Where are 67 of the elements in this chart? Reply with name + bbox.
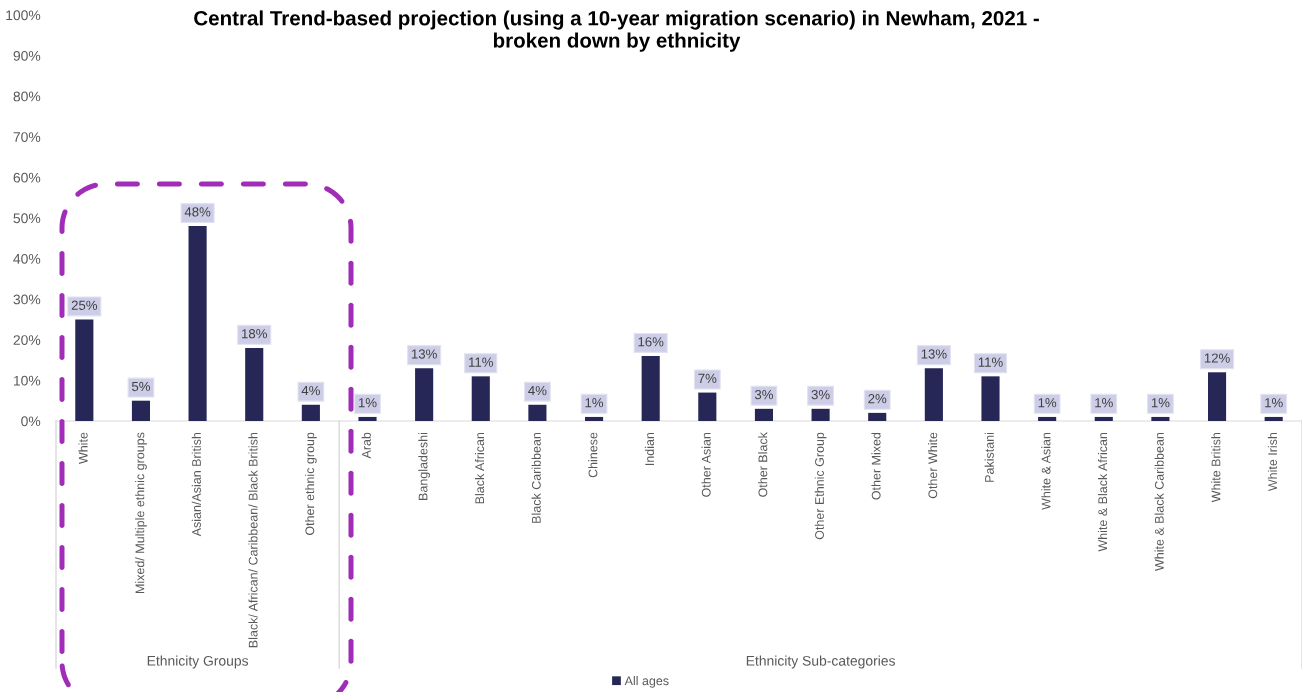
y-tick-label: 10% xyxy=(13,375,41,386)
x-tick-label: Other White xyxy=(928,432,938,499)
x-tick-label: Pakistani xyxy=(984,432,994,482)
data-label: 13% xyxy=(921,349,947,359)
y-tick-label: 30% xyxy=(13,294,41,305)
y-tick-label: 70% xyxy=(13,132,41,142)
text: Ethnicity Groups xyxy=(147,655,249,669)
x-tick-label: Other ethnic group xyxy=(305,432,317,536)
data-label: 1% xyxy=(358,398,377,408)
x-tick-label: White & Black African xyxy=(1097,432,1108,552)
bar xyxy=(641,356,660,421)
data-label: 4% xyxy=(528,385,547,396)
data-label: 1% xyxy=(1151,398,1170,408)
x-tick-label: Other Ethnic Group xyxy=(814,432,827,540)
data-label: 13% xyxy=(411,349,437,359)
y-tick-label: 60% xyxy=(13,172,41,183)
x-tick-label: Black African xyxy=(474,432,485,504)
data-label: 11% xyxy=(469,357,494,367)
data-label: 1% xyxy=(1095,398,1113,408)
bar xyxy=(1264,416,1283,421)
x-tick-label: White & Asian xyxy=(1041,432,1051,510)
x-tick-label: Indian xyxy=(644,432,655,466)
x-tick-label: Arab xyxy=(361,432,371,459)
data-label: 3% xyxy=(754,389,774,400)
bar xyxy=(358,416,377,421)
bar xyxy=(1038,416,1057,421)
data-label: 25% xyxy=(71,300,98,310)
data-label: 11% xyxy=(978,357,1003,367)
x-tick-label: Other Black xyxy=(758,432,768,497)
x-tick-label: Bangladeshi xyxy=(418,432,430,500)
chart-title: Central Trend-based projection (using a 10-year migration scenario) in Newham, 2021 - broken down by ethnicity xyxy=(194,10,1039,52)
data-label: 18% xyxy=(242,329,267,339)
bar xyxy=(1151,416,1170,421)
x-tick-label: White xyxy=(78,432,88,465)
x-tick-label: White & Black Caribbean xyxy=(1154,432,1164,571)
bar xyxy=(1094,416,1113,421)
y-tick-label: 80% xyxy=(13,91,41,102)
y-tick-label: 100% xyxy=(6,10,41,21)
data-label: 5% xyxy=(131,381,151,392)
x-tick-label: White Irish xyxy=(1267,432,1278,492)
x-tick-label: White British xyxy=(1211,432,1221,503)
text: Ethnicity Sub-categories xyxy=(746,655,895,669)
x-tick-label: Black Caribbean xyxy=(531,432,541,523)
x-tick-label: Other Asian xyxy=(701,432,711,497)
x-tick-label: Black/ African/ Caribbean/ Black British xyxy=(248,432,258,648)
data-label: 7% xyxy=(698,373,717,383)
y-tick-label: 90% xyxy=(13,50,41,61)
x-tick-label: Asian/Asian British xyxy=(191,432,201,537)
x-tick-label: Other Mixed xyxy=(871,432,881,500)
bar xyxy=(584,416,604,421)
data-label: 3% xyxy=(811,389,830,400)
y-tick-label: 0% xyxy=(21,416,41,427)
data-label: 12% xyxy=(1204,353,1230,363)
data-label: 1% xyxy=(1038,398,1057,408)
data-label: 16% xyxy=(638,337,664,347)
data-label: 1% xyxy=(585,398,604,408)
x-tick-label: Chinese xyxy=(588,432,598,478)
bar xyxy=(188,226,207,421)
data-label: 4% xyxy=(301,385,320,396)
data-label: 48% xyxy=(184,207,211,217)
data-label: 2% xyxy=(868,393,887,404)
data-label: 1% xyxy=(1265,398,1283,408)
x-tick-label: Mixed/ Multiple ethnic groups xyxy=(135,432,147,593)
y-tick-label: 50% xyxy=(13,213,41,224)
y-tick-label: 40% xyxy=(13,253,41,264)
legend-label: All ages xyxy=(624,676,669,688)
y-tick-label: 20% xyxy=(13,335,41,345)
